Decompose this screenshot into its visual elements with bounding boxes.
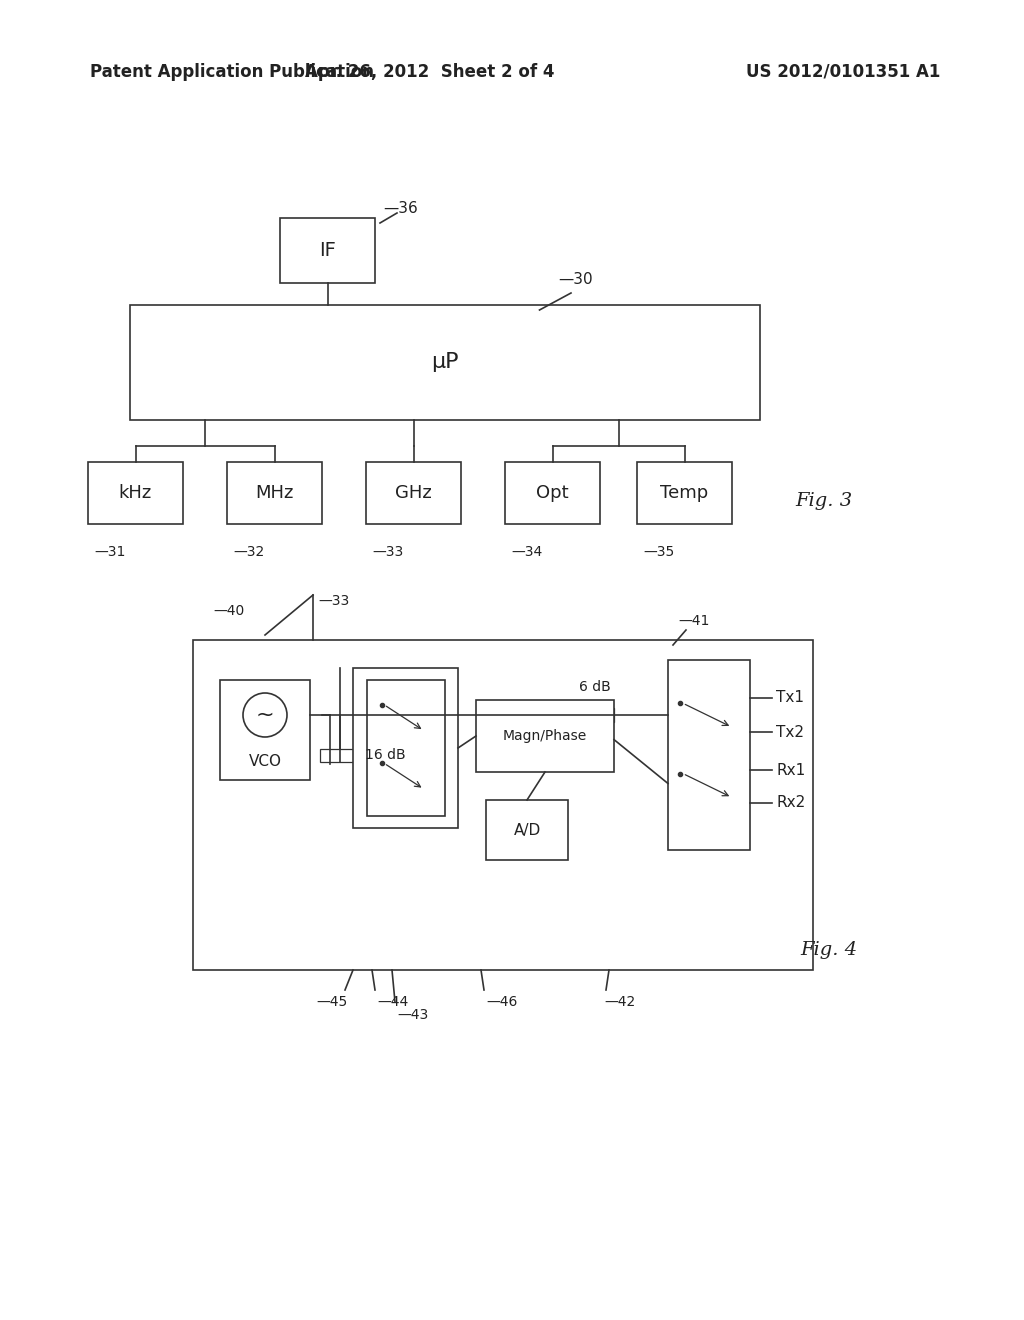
Text: —41: —41	[678, 614, 710, 628]
Text: —36: —36	[383, 201, 418, 216]
Text: —40: —40	[213, 605, 245, 618]
Text: Opt: Opt	[537, 484, 568, 502]
FancyBboxPatch shape	[130, 305, 760, 420]
Text: —42: —42	[604, 995, 635, 1008]
Text: MHz: MHz	[255, 484, 294, 502]
Text: —33: —33	[372, 545, 403, 558]
FancyBboxPatch shape	[476, 700, 614, 772]
Text: —30: —30	[558, 272, 593, 286]
Text: IF: IF	[319, 242, 336, 260]
Text: —35: —35	[643, 545, 674, 558]
FancyBboxPatch shape	[637, 462, 732, 524]
Text: Rx1: Rx1	[776, 763, 805, 777]
Text: Rx2: Rx2	[776, 795, 805, 810]
FancyBboxPatch shape	[505, 462, 600, 524]
Text: —46: —46	[486, 995, 517, 1008]
Text: Fig. 3: Fig. 3	[795, 492, 852, 510]
Text: Magn/Phase: Magn/Phase	[503, 729, 587, 743]
FancyBboxPatch shape	[319, 748, 360, 762]
Text: VCO: VCO	[249, 755, 282, 770]
Text: Temp: Temp	[660, 484, 709, 502]
Text: Tx1: Tx1	[776, 690, 804, 705]
Text: —45: —45	[316, 995, 348, 1008]
Text: 16 dB: 16 dB	[365, 748, 406, 762]
Text: —44: —44	[377, 995, 409, 1008]
Text: Tx2: Tx2	[776, 725, 804, 739]
Text: US 2012/0101351 A1: US 2012/0101351 A1	[745, 63, 940, 81]
FancyBboxPatch shape	[366, 462, 461, 524]
Text: GHz: GHz	[395, 484, 432, 502]
FancyBboxPatch shape	[668, 660, 750, 850]
FancyBboxPatch shape	[367, 680, 445, 816]
Text: ~: ~	[256, 705, 274, 725]
Text: —33: —33	[318, 594, 349, 609]
FancyBboxPatch shape	[575, 708, 614, 722]
FancyBboxPatch shape	[280, 218, 375, 282]
Text: kHz: kHz	[119, 484, 153, 502]
Text: Apr. 26, 2012  Sheet 2 of 4: Apr. 26, 2012 Sheet 2 of 4	[305, 63, 555, 81]
Text: μP: μP	[431, 352, 459, 372]
FancyBboxPatch shape	[486, 800, 568, 861]
Text: Patent Application Publication: Patent Application Publication	[90, 63, 374, 81]
Text: A/D: A/D	[513, 822, 541, 837]
Text: —31: —31	[94, 545, 125, 558]
FancyBboxPatch shape	[193, 640, 813, 970]
FancyBboxPatch shape	[227, 462, 322, 524]
FancyBboxPatch shape	[88, 462, 183, 524]
Text: Fig. 4: Fig. 4	[800, 941, 857, 960]
Text: 6 dB: 6 dB	[580, 680, 611, 694]
FancyBboxPatch shape	[220, 680, 310, 780]
Text: —43: —43	[397, 1008, 428, 1022]
Text: —32: —32	[233, 545, 264, 558]
FancyBboxPatch shape	[353, 668, 458, 828]
Text: —34: —34	[511, 545, 543, 558]
